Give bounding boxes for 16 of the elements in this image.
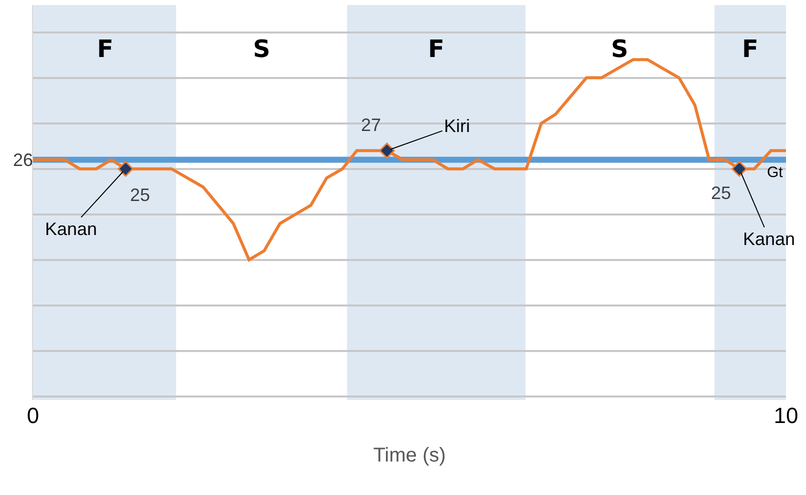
annotation: 26	[13, 150, 34, 170]
annotation: Kiri	[444, 116, 470, 136]
band-label: F	[428, 35, 444, 63]
data-label: 25	[130, 185, 150, 205]
band-label: F	[97, 35, 114, 63]
data-label: 25	[711, 183, 732, 203]
band-label: F	[742, 35, 758, 63]
annotation: S	[253, 35, 270, 63]
data-label: 27	[361, 115, 382, 135]
x-tick-label: 0	[26, 403, 40, 428]
x-tick-label: 10	[774, 403, 798, 428]
annotation: Kanan	[45, 219, 98, 239]
x-axis-title: Time (s)	[373, 444, 446, 466]
ref-line-label: Gt	[767, 164, 784, 181]
annotation: Kanan	[743, 229, 796, 249]
annotation: S	[611, 35, 628, 63]
